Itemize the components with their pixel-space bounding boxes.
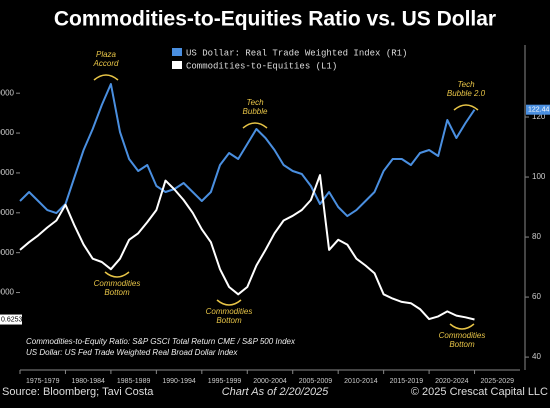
annotation-arc <box>242 122 268 129</box>
annotation: Tech <box>457 80 475 89</box>
series-line <box>19 83 476 218</box>
y2-tick-label: 80 <box>532 232 541 241</box>
annotation: Bubble 2.0 <box>447 89 486 98</box>
note: Commodities-to-Equity Ratio: S&P GSCI To… <box>26 337 296 346</box>
x-tick-label: 2010-2014 <box>344 378 378 385</box>
annotation: Bubble <box>243 107 268 116</box>
annotation-arc <box>449 323 475 330</box>
annotation: Tech <box>246 98 264 107</box>
annotation-arc <box>93 74 119 81</box>
y2-tick-label: 60 <box>532 292 541 301</box>
copyright: © 2025 Crescat Capital LLC <box>411 386 548 398</box>
legend-swatch <box>172 61 182 69</box>
annotation-arc <box>216 299 242 306</box>
annotation: Accord <box>93 59 119 68</box>
annotation: Bottom <box>449 340 475 349</box>
x-tick-label: 1995-1999 <box>208 378 242 385</box>
last-value-box <box>0 314 22 325</box>
x-tick-label: 2015-2019 <box>390 378 424 385</box>
y2-tick-label: 40 <box>532 352 541 361</box>
x-tick-label: 1980-1984 <box>71 378 105 385</box>
x-tick-label: 2005-2009 <box>299 378 333 385</box>
annotation: Bottom <box>104 288 130 297</box>
legend-label: Commodities-to-Equities (L1) <box>186 61 337 71</box>
annotation: Commodities <box>206 307 253 316</box>
x-tick-label: 2020-2024 <box>435 378 469 385</box>
x-tick-label: 1975-1979 <box>26 378 60 385</box>
source: Source: Bloomberg; Tavi Costa <box>2 386 154 398</box>
note: US Dollar: US Fed Trade Weighted Real Br… <box>26 348 238 357</box>
annotation: Commodities <box>439 331 486 340</box>
legend-swatch <box>172 48 182 56</box>
x-tick-label: 2000-2004 <box>253 378 287 385</box>
last-value-label: 0.6253 <box>1 316 23 323</box>
last-value-label: 122.44 <box>528 107 550 114</box>
chart-title: Commodities-to-Equities Ratio vs. US Dol… <box>54 8 496 31</box>
x-tick-label: 1990-1994 <box>162 378 196 385</box>
annotation: Bottom <box>216 316 242 325</box>
x-tick-label: 2025-2029 <box>481 378 515 385</box>
last-value-box <box>526 104 550 115</box>
x-tick-label: 1985-1989 <box>117 378 151 385</box>
annotation-arc <box>104 271 130 278</box>
legend-label: US Dollar: Real Trade Weighted Index (R1… <box>186 48 407 58</box>
as-of: Chart As of 2/20/2025 <box>222 386 329 398</box>
series-line <box>19 174 475 321</box>
y2-tick-label: 120 <box>532 112 546 121</box>
annotation: Commodities <box>94 279 141 288</box>
y2-tick-label: 100 <box>532 172 546 181</box>
annotation: Plaza <box>96 50 117 59</box>
annotation-arc <box>453 104 479 111</box>
